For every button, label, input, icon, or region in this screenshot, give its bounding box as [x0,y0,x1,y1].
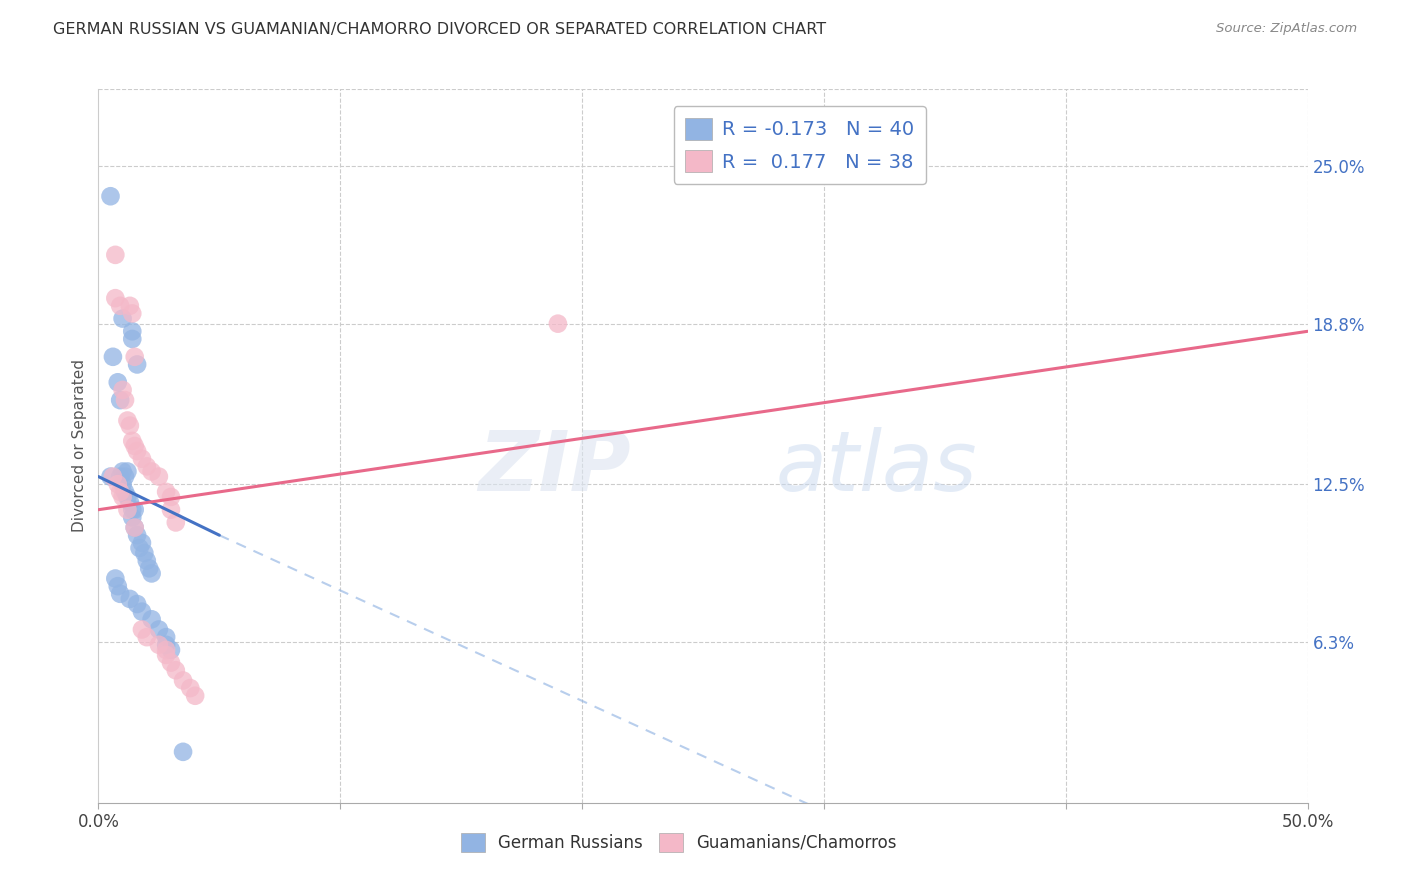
Point [127,444,149,458]
Text: Source: ZipAtlas.com: Source: ZipAtlas.com [1216,22,1357,36]
Point [100,469,122,483]
Point [127,528,149,542]
Point [107,477,129,491]
Point [160,643,183,657]
Point [148,638,170,652]
Point [155,638,177,652]
Point [141,465,163,479]
Point [124,350,146,364]
Point [117,413,139,427]
Point [121,434,143,448]
Point [114,469,136,483]
Point [108,393,131,408]
Point [160,502,183,516]
Point [131,536,153,550]
Point [148,623,170,637]
Point [165,663,187,677]
Point [128,541,150,555]
Point [114,484,136,499]
Point [134,546,156,560]
Point [117,502,139,516]
Point [107,376,129,390]
Point [107,579,129,593]
Point [155,630,177,644]
Point [124,439,146,453]
Point [111,311,134,326]
Point [108,587,131,601]
Point [124,520,146,534]
Point [124,520,146,534]
Point [135,459,157,474]
Point [165,516,187,530]
Point [111,477,134,491]
Point [138,561,160,575]
Point [135,554,157,568]
Point [118,418,141,433]
Point [108,484,131,499]
Point [121,502,143,516]
Text: atlas: atlas [776,427,977,508]
Point [121,332,143,346]
Point [111,383,134,397]
Point [101,350,124,364]
Point [121,510,143,524]
Point [127,358,149,372]
Point [160,490,183,504]
Point [172,745,194,759]
Text: ZIP: ZIP [478,427,630,508]
Point [111,465,134,479]
Point [135,630,157,644]
Point [131,623,153,637]
Point [547,317,569,331]
Point [127,597,149,611]
Point [104,572,127,586]
Point [155,484,177,499]
Point [114,393,136,408]
Point [118,495,141,509]
Point [155,648,177,662]
Point [141,566,163,581]
Point [117,490,139,504]
Point [131,605,153,619]
Point [117,465,139,479]
Point [108,469,131,483]
Point [111,490,134,504]
Point [101,469,124,483]
Point [104,248,127,262]
Point [148,469,170,483]
Point [179,681,201,695]
Point [100,189,122,203]
Point [104,291,127,305]
Legend: German Russians, Guamanians/Chamorros: German Russians, Guamanians/Chamorros [454,826,903,859]
Point [160,656,183,670]
Point [118,591,141,606]
Point [118,299,141,313]
Point [172,673,194,688]
Point [121,306,143,320]
Y-axis label: Divorced or Separated: Divorced or Separated [72,359,87,533]
Point [131,451,153,466]
Point [124,502,146,516]
Point [155,643,177,657]
Point [108,299,131,313]
Point [184,689,207,703]
Point [121,324,143,338]
Point [141,612,163,626]
Text: GERMAN RUSSIAN VS GUAMANIAN/CHAMORRO DIVORCED OR SEPARATED CORRELATION CHART: GERMAN RUSSIAN VS GUAMANIAN/CHAMORRO DIV… [53,22,827,37]
